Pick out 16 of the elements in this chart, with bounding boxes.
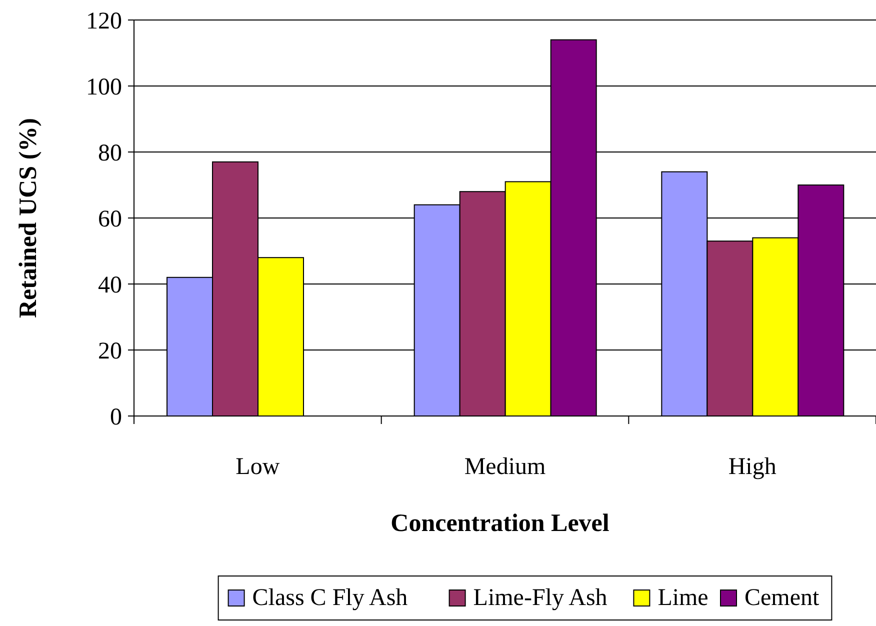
y-tick-label: 60 [98, 206, 122, 232]
y-axis-title: Retained UCS (%) [15, 118, 42, 318]
y-tick-label: 120 [86, 8, 122, 34]
legend-label: Class C Fly Ash [252, 585, 408, 611]
x-tick-label: Medium [464, 454, 546, 480]
x-tick-label: High [728, 454, 776, 480]
x-axis-title: Concentration Level [390, 510, 610, 537]
x-tick-label: Low [236, 454, 280, 480]
y-tick-label: 0 [110, 404, 122, 430]
y-tick-label: 40 [98, 272, 122, 298]
y-tick-label: 80 [98, 140, 122, 166]
legend-label: Lime-Fly Ash [473, 585, 608, 611]
legend-label: Cement [744, 585, 820, 611]
y-tick-label: 20 [98, 338, 122, 364]
y-tick-label: 100 [86, 74, 122, 100]
legend-label: Lime [658, 585, 708, 611]
